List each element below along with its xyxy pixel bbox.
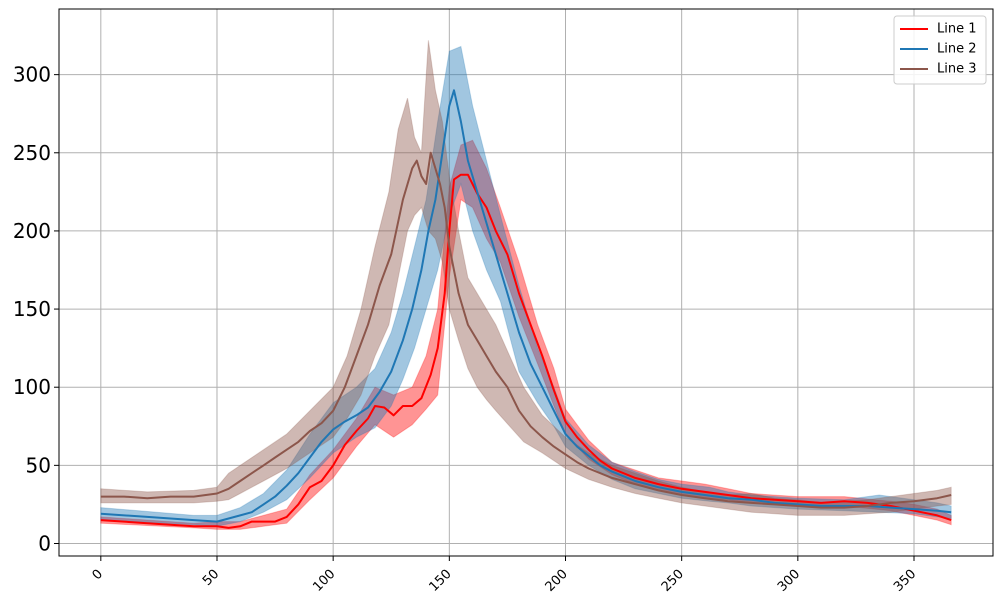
x-axis-ticks: 0 50 100 150 200 250 300 350 bbox=[90, 556, 919, 595]
x-tick-label-5: 250 bbox=[659, 567, 687, 595]
line-series-3 bbox=[100, 151, 952, 509]
legend-label-3: Line 3 bbox=[937, 62, 977, 77]
y-tick-label-1: 50 bbox=[26, 453, 51, 477]
legend-label-1: Line 1 bbox=[937, 22, 977, 37]
y-tick-label-4: 200 bbox=[13, 219, 51, 243]
confidence-bands bbox=[100, 40, 952, 530]
x-tick-label-0: 0 bbox=[90, 567, 106, 583]
y-axis-ticks: 0 50 100 150 200 250 300 bbox=[13, 63, 59, 555]
band-series-3 bbox=[100, 40, 952, 516]
y-tick-label-6: 300 bbox=[13, 63, 51, 87]
plot-frame bbox=[58, 8, 994, 557]
x-tick-label-1: 50 bbox=[200, 567, 222, 589]
legend-label-2: Line 2 bbox=[937, 42, 977, 57]
x-tick-label-3: 150 bbox=[426, 567, 454, 595]
grid bbox=[59, 9, 993, 556]
y-tick-label-5: 250 bbox=[13, 141, 51, 165]
band-series-2 bbox=[100, 45, 952, 527]
y-tick-label-3: 150 bbox=[13, 297, 51, 321]
legend: Line 1 Line 2 Line 3 bbox=[893, 15, 987, 85]
y-tick-label-2: 100 bbox=[13, 375, 51, 399]
legend-box bbox=[893, 15, 987, 85]
line-series-2 bbox=[100, 89, 952, 523]
line-series-1 bbox=[100, 173, 952, 529]
series-lines bbox=[100, 89, 952, 529]
x-tick-label-2: 100 bbox=[310, 567, 338, 595]
x-tick-label-7: 350 bbox=[891, 567, 919, 595]
y-tick-label-0: 0 bbox=[38, 531, 51, 555]
band-series-1 bbox=[100, 139, 952, 530]
x-tick-label-4: 200 bbox=[543, 567, 571, 595]
x-tick-label-6: 300 bbox=[775, 567, 803, 595]
